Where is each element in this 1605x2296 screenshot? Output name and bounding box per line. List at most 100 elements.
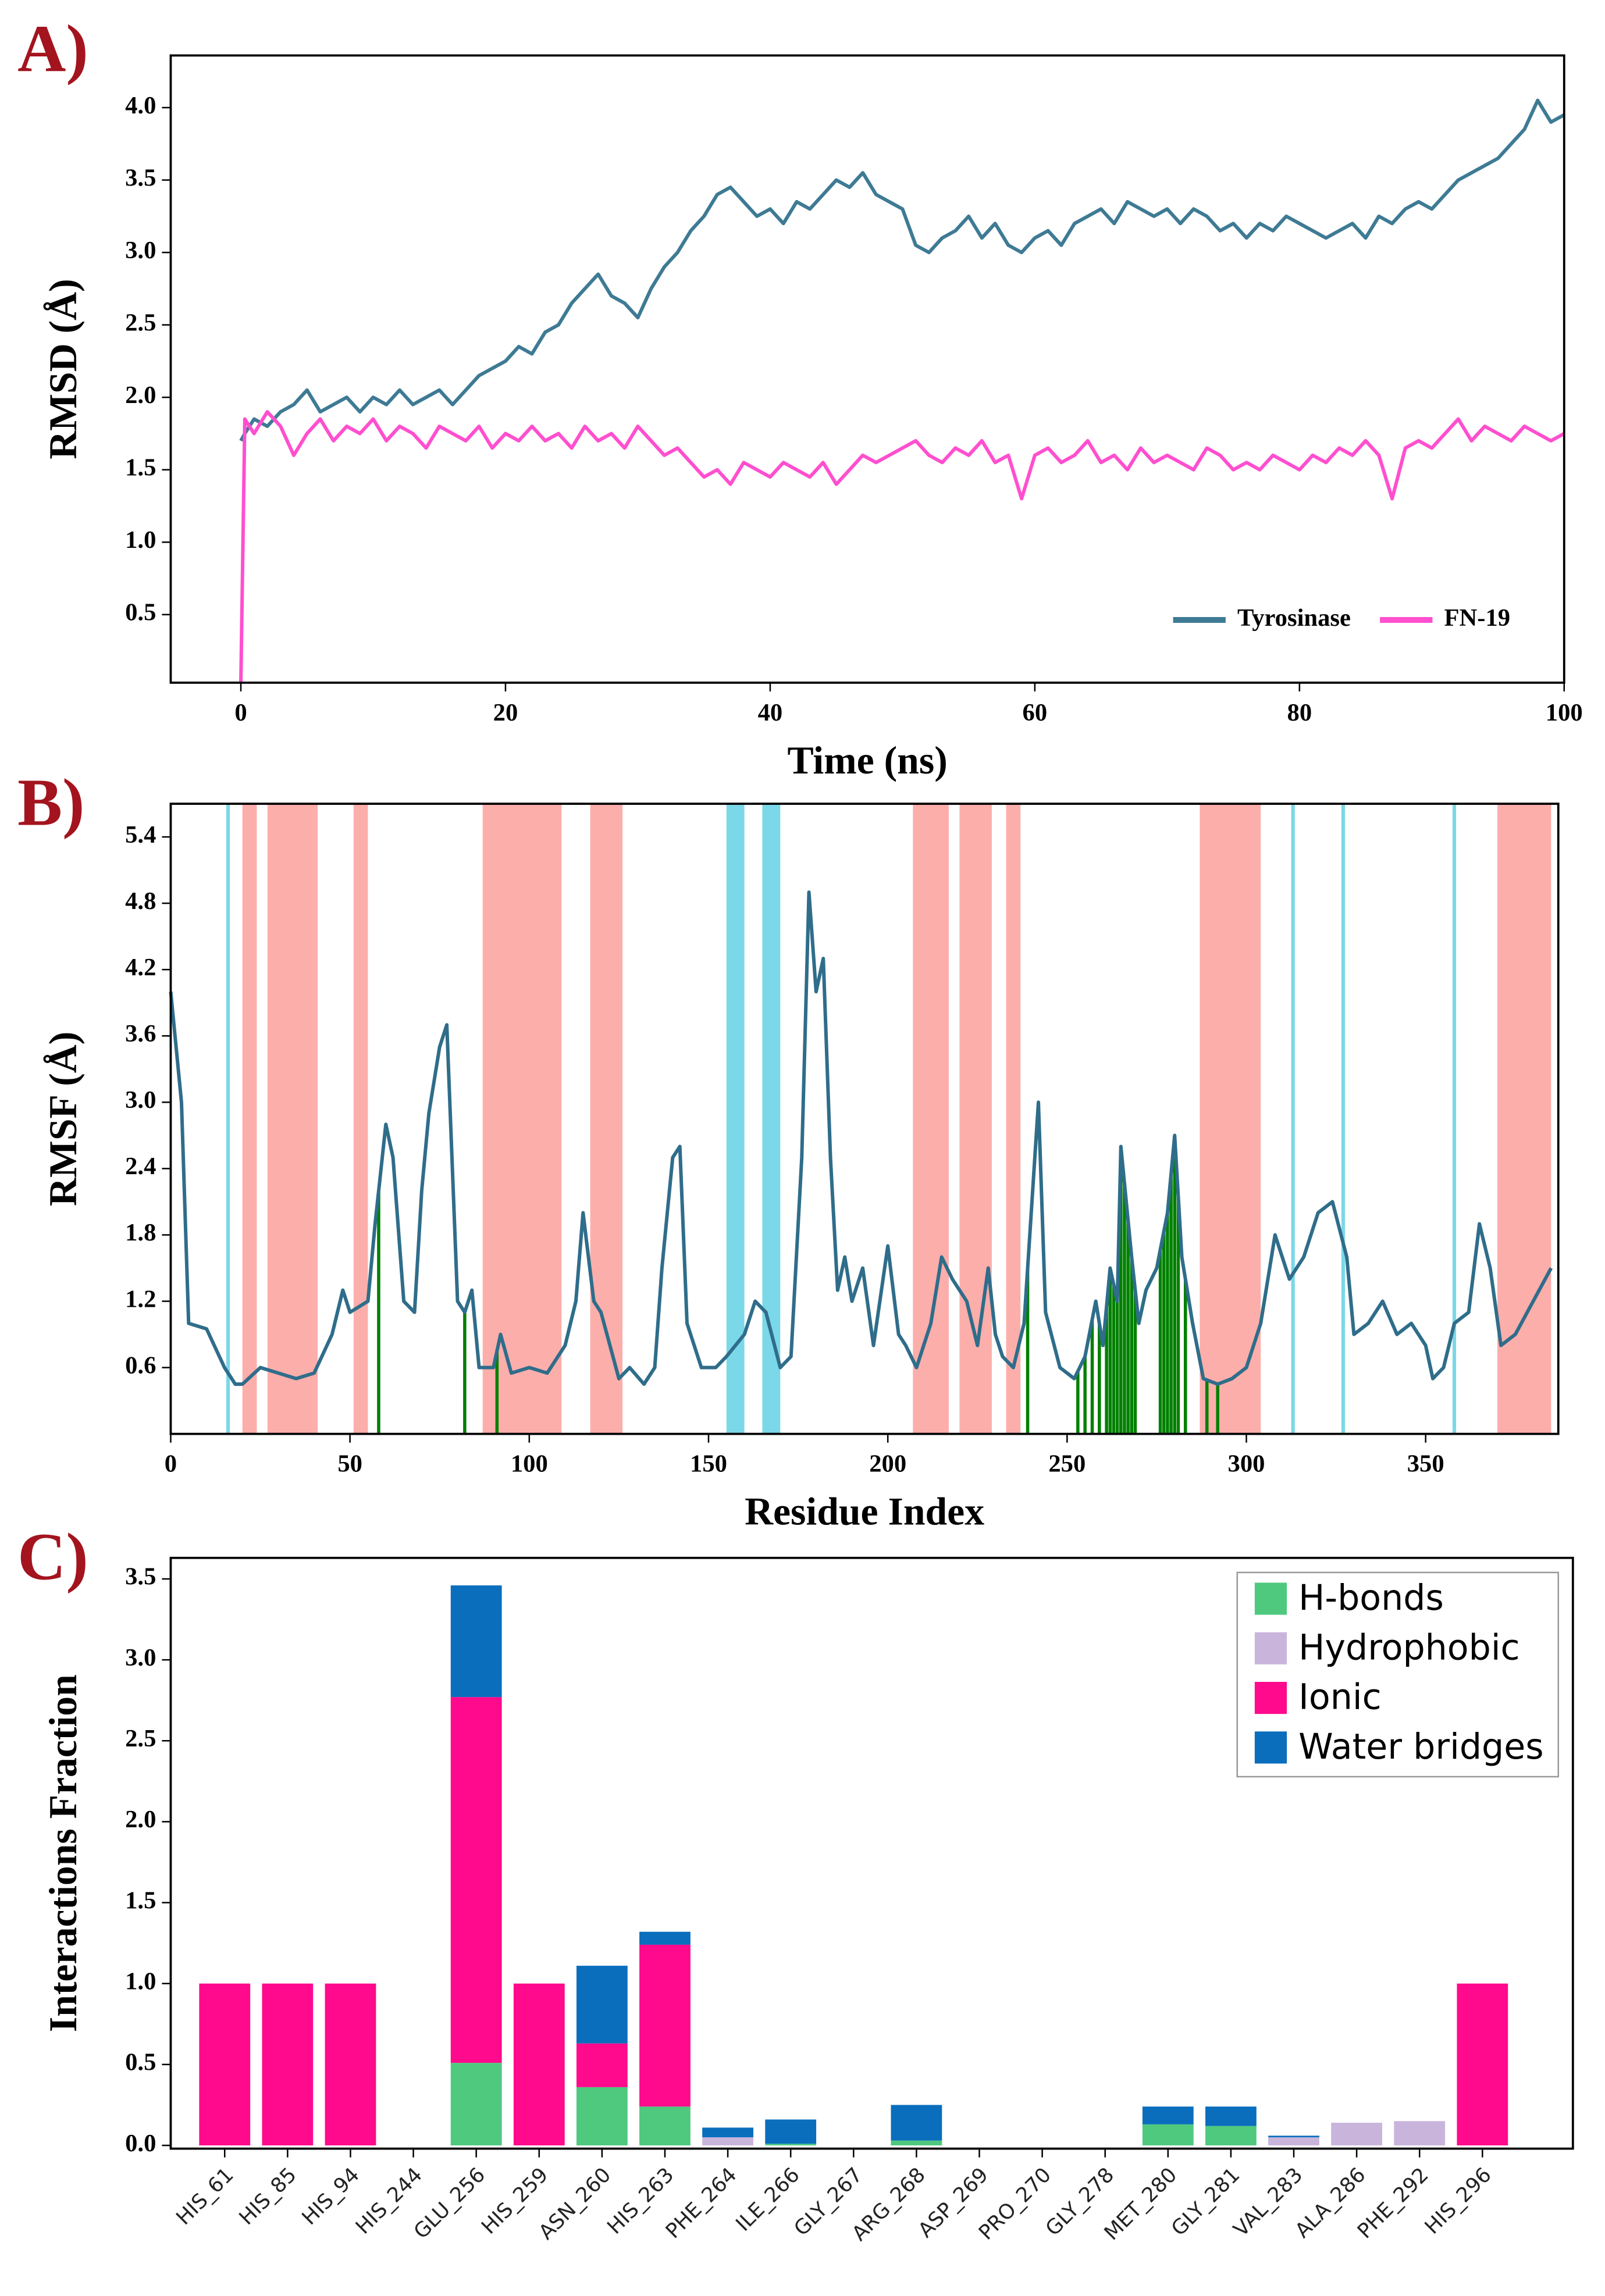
x-tick-label: 60 [1023, 699, 1048, 726]
x-tick-label: 350 [1407, 1450, 1444, 1478]
bar-segment [702, 2127, 753, 2138]
region [1452, 804, 1457, 1434]
y-tick-label: 4.0 [125, 92, 156, 119]
y-tick-label: 0.5 [125, 599, 156, 626]
region [1341, 804, 1346, 1434]
y-tick-label: 3.0 [125, 1086, 156, 1114]
bar-segment [576, 2087, 628, 2146]
y-tick-label: 3.6 [125, 1020, 156, 1047]
y-tick-label: 0.0 [125, 2130, 156, 2157]
x-tick-label: 100 [1546, 699, 1583, 726]
y-axis-label: Interactions Fraction [41, 1674, 85, 2032]
bar-segment [513, 1983, 565, 2146]
bar-segment [199, 1983, 251, 2146]
y-tick-label: 0.6 [125, 1352, 156, 1379]
legend-swatch [1254, 1582, 1287, 1615]
region [353, 804, 368, 1434]
y-tick-label: 1.0 [125, 1968, 156, 1995]
bar-segment [450, 1697, 502, 2063]
y-tick-label: 1.5 [125, 1887, 156, 1914]
plot-frame [169, 1556, 1574, 2150]
series-line [239, 410, 1565, 683]
plot-frame [169, 54, 1565, 684]
y-tick-label: 5.4 [125, 821, 156, 848]
legend-label: Ionic [1298, 1677, 1382, 1718]
x-tick-label: 50 [337, 1450, 362, 1478]
bar-segment [1268, 2135, 1319, 2138]
bar-segment [1142, 2106, 1194, 2124]
y-axis-label: RMSF (Å) [41, 1032, 85, 1206]
region [1006, 804, 1021, 1434]
bar-segment [262, 1983, 314, 2146]
legend-swatch [1254, 1632, 1287, 1664]
bar-segment [639, 1931, 691, 1945]
panel-label: C) [17, 1519, 88, 1593]
bar-segment [1268, 2137, 1319, 2146]
x-axis-label: Time (ns) [787, 739, 947, 782]
bar-segment [1331, 2123, 1383, 2146]
bar-segment [1394, 2121, 1446, 2146]
x-tick-label: 20 [493, 699, 518, 726]
bar-segment [325, 1983, 376, 2146]
bar-segment [1205, 2126, 1257, 2146]
region [913, 804, 949, 1434]
region [1497, 804, 1551, 1434]
region [226, 804, 230, 1434]
x-axis-label: Residue Index [745, 1490, 984, 1534]
legend-label: H-bonds [1298, 1578, 1444, 1618]
legend-label: Tyrosinase [1237, 604, 1351, 632]
x-tick-label: 80 [1287, 699, 1312, 726]
y-tick-label: 3.5 [125, 164, 156, 191]
y-tick-label: 1.5 [125, 454, 156, 482]
bar-segment [1205, 2106, 1257, 2126]
legend-label: Water bridges [1298, 1727, 1544, 1767]
bar-segment [576, 1966, 628, 2044]
y-tick-label: 2.4 [125, 1153, 156, 1180]
bar-segment [1457, 1983, 1508, 2146]
x-tick-label: 0 [234, 699, 247, 726]
region [267, 804, 318, 1434]
y-tick-label: 4.8 [125, 887, 156, 915]
legend-label: Hydrophobic [1298, 1627, 1520, 1668]
x-tick-label: HIS_296 [1420, 2163, 1496, 2239]
region [1291, 804, 1295, 1434]
region [590, 804, 623, 1434]
bar-segment [891, 2105, 942, 2141]
y-axis-label: RMSD (Å) [41, 279, 85, 459]
y-tick-label: 1.2 [125, 1285, 156, 1313]
legend-swatch [1254, 1681, 1287, 1714]
y-tick-label: 2.0 [125, 382, 156, 409]
panel-label: B) [17, 765, 84, 840]
y-tick-label: 1.8 [125, 1219, 156, 1246]
bar-segment [576, 2043, 628, 2087]
y-tick-label: 3.0 [125, 1644, 156, 1671]
series-line [239, 98, 1565, 442]
legend-label: FN-19 [1444, 604, 1510, 632]
x-tick-label: HIS_85 [234, 2163, 301, 2230]
bar-segment [891, 2140, 942, 2146]
legend-frame [1236, 1571, 1559, 1778]
x-tick-label: 200 [869, 1450, 906, 1478]
y-tick-label: 2.5 [125, 1725, 156, 1752]
legend-swatch [1254, 1731, 1287, 1764]
series-line [169, 890, 1553, 1386]
y-tick-label: 2.5 [125, 309, 156, 336]
region [726, 804, 745, 1434]
y-tick-label: 3.5 [125, 1563, 156, 1591]
x-tick-label: 100 [511, 1450, 548, 1478]
bar-segment [702, 2137, 753, 2146]
x-tick-label: 40 [758, 699, 783, 726]
plot-frame [169, 803, 1560, 1435]
region [242, 804, 257, 1434]
y-tick-label: 2.0 [125, 1806, 156, 1833]
x-tick-label: 300 [1228, 1450, 1265, 1478]
bar-segment [639, 1944, 691, 2107]
region [959, 804, 992, 1434]
bar-segment [639, 2106, 691, 2146]
region [482, 804, 562, 1434]
y-tick-label: 1.0 [125, 526, 156, 554]
bar-segment [450, 1585, 502, 1698]
bar-segment [765, 2119, 817, 2144]
